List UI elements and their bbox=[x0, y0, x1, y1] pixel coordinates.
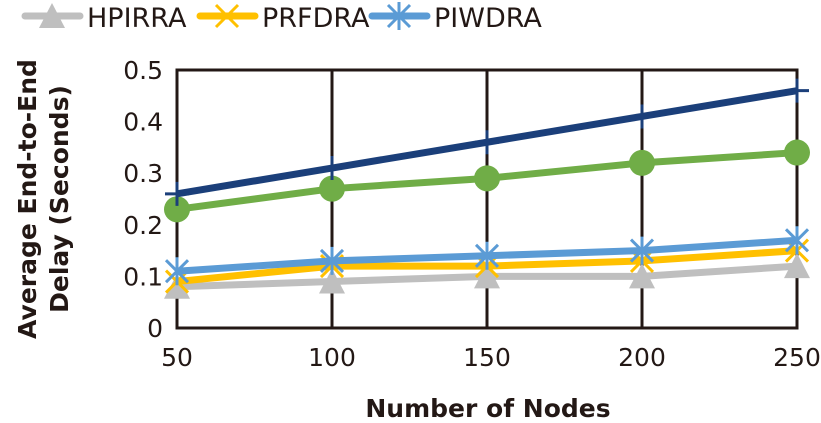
data-point bbox=[629, 263, 655, 289]
data-point bbox=[320, 156, 344, 181]
legend-label: PRFDRA bbox=[262, 3, 370, 34]
data-point bbox=[475, 130, 499, 155]
x-axis-title: Number of Nodes bbox=[365, 394, 610, 423]
series-unlabeled-4 bbox=[165, 78, 809, 206]
data-point bbox=[164, 273, 190, 299]
data-point bbox=[629, 149, 655, 176]
y-axis-title-line-1: Average End-to-End bbox=[13, 59, 42, 339]
legend-item-hpirra: HPIRRA bbox=[21, 3, 187, 34]
legend-label: HPIRRA bbox=[87, 3, 187, 34]
legend-marker-icon bbox=[386, 2, 412, 30]
data-point bbox=[784, 253, 810, 279]
series-group bbox=[164, 78, 810, 299]
y-tick-label: 0.1 bbox=[123, 262, 163, 291]
data-point bbox=[629, 236, 655, 265]
data-point bbox=[164, 257, 190, 286]
y-tick-label: 0.2 bbox=[123, 211, 163, 240]
legend-marker-icon bbox=[39, 3, 65, 28]
data-point bbox=[319, 175, 345, 202]
series-hpirra bbox=[164, 253, 810, 299]
data-point bbox=[785, 78, 809, 103]
legend-item-prfdra: PRFDRA bbox=[196, 3, 370, 34]
y-axis-title-line-2: Delay (Seconds) bbox=[45, 85, 74, 313]
y-tick-label: 0.4 bbox=[123, 108, 163, 137]
y-tick-label: 0.3 bbox=[123, 159, 163, 188]
x-axis-ticks: 50 100 150 200 250 bbox=[161, 343, 821, 372]
x-tick-label: 100 bbox=[308, 343, 356, 372]
y-tick-label: 0 bbox=[147, 314, 163, 343]
data-point bbox=[630, 104, 654, 129]
legend-marker-icon bbox=[214, 3, 240, 29]
data-point bbox=[474, 263, 500, 289]
series-unlabeled-3 bbox=[164, 139, 810, 223]
legend: HPIRRA PRFDRA PIWDRA bbox=[21, 2, 542, 34]
legend-item-piwdra: PIWDRA bbox=[368, 2, 542, 34]
y-tick-label: 0.5 bbox=[123, 56, 163, 85]
legend-label: PIWDRA bbox=[434, 3, 542, 34]
data-point bbox=[474, 165, 500, 192]
x-tick-label: 250 bbox=[773, 343, 821, 372]
data-point bbox=[164, 196, 190, 223]
series-piwdra bbox=[164, 226, 810, 286]
x-tick-label: 150 bbox=[463, 343, 511, 372]
data-point bbox=[319, 268, 345, 294]
data-point bbox=[474, 241, 500, 270]
x-tick-label: 50 bbox=[161, 343, 193, 372]
data-point bbox=[784, 226, 810, 255]
y-axis-ticks: 0 0.1 0.2 0.3 0.4 0.5 bbox=[123, 56, 163, 343]
data-point bbox=[165, 181, 189, 206]
data-point bbox=[319, 246, 345, 275]
x-tick-label: 200 bbox=[618, 343, 666, 372]
data-point bbox=[784, 139, 810, 166]
